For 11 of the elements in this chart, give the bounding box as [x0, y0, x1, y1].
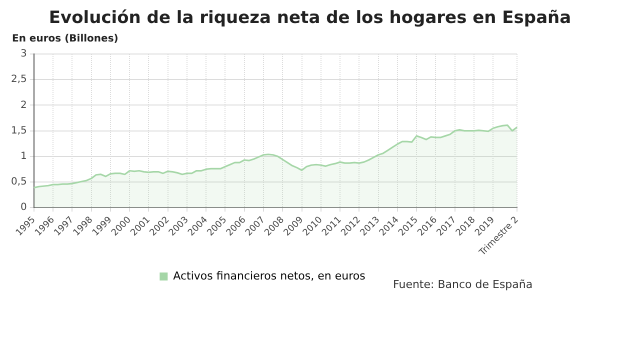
y-tick-label: 0,5 [10, 176, 27, 188]
y-tick-label: 2 [20, 100, 27, 111]
y-tick-label: 3 [20, 48, 27, 60]
y-axis-title: En euros (Billones) [12, 34, 118, 45]
source-note: Fuente: Banco de España [393, 278, 533, 291]
y-tick-label: 0 [20, 202, 27, 214]
legend-label: Activos financieros netos, en euros [173, 269, 366, 282]
y-tick-label: 1 [20, 151, 27, 162]
y-tick-label: 2,5 [10, 74, 27, 86]
y-tick-label: 1,5 [10, 125, 27, 136]
chart-title: Evolución de la riqueza neta de los hogares en España [48, 8, 572, 28]
